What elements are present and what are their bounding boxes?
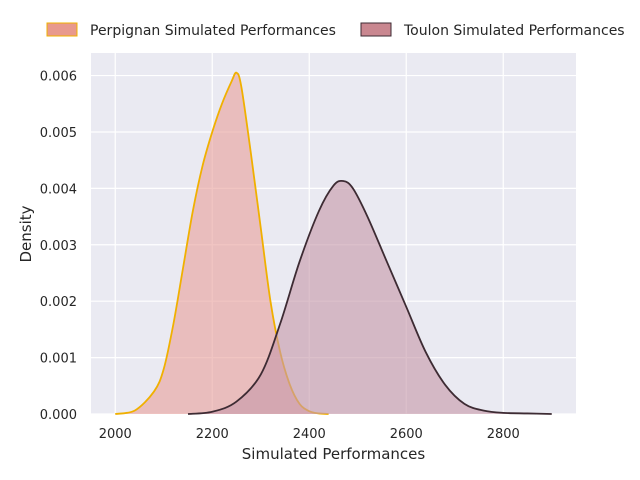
y-tick-label: 0.000 [40,408,77,423]
legend-label-toulon: Toulon Simulated Performances [403,23,625,39]
density-area-perpignan [115,72,329,414]
density-area-toulon [188,180,552,414]
y-tick-label: 0.005 [40,126,77,141]
series-areas [115,71,552,415]
legend-label-perpignan: Perpignan Simulated Performances [90,23,336,39]
x-axis-label: Simulated Performances [242,445,426,463]
x-tick-label: 2000 [99,427,132,442]
x-tick-label: 2400 [293,427,326,442]
x-tick-label: 2200 [196,427,229,442]
legend: Perpignan Simulated Performances Toulon … [46,22,625,39]
y-tick-label: 0.001 [40,352,77,367]
density-line-toulon [187,179,552,415]
y-axis-label: Density [17,205,35,262]
y-tick-label: 0.003 [40,239,77,254]
x-tick-label: 2800 [487,427,520,442]
y-tick-label: 0.002 [40,295,77,310]
y-tick-labels: 0.000 0.001 0.002 0.003 0.004 0.005 0.006 [40,70,77,423]
y-tick-label: 0.004 [40,182,77,197]
legend-swatch-perpignan [46,22,78,37]
y-tick-label: 0.006 [40,70,77,85]
x-tick-label: 2600 [390,427,423,442]
legend-swatch-toulon [360,22,392,37]
x-tick-labels: 2000 2200 2400 2600 2800 [99,427,520,442]
